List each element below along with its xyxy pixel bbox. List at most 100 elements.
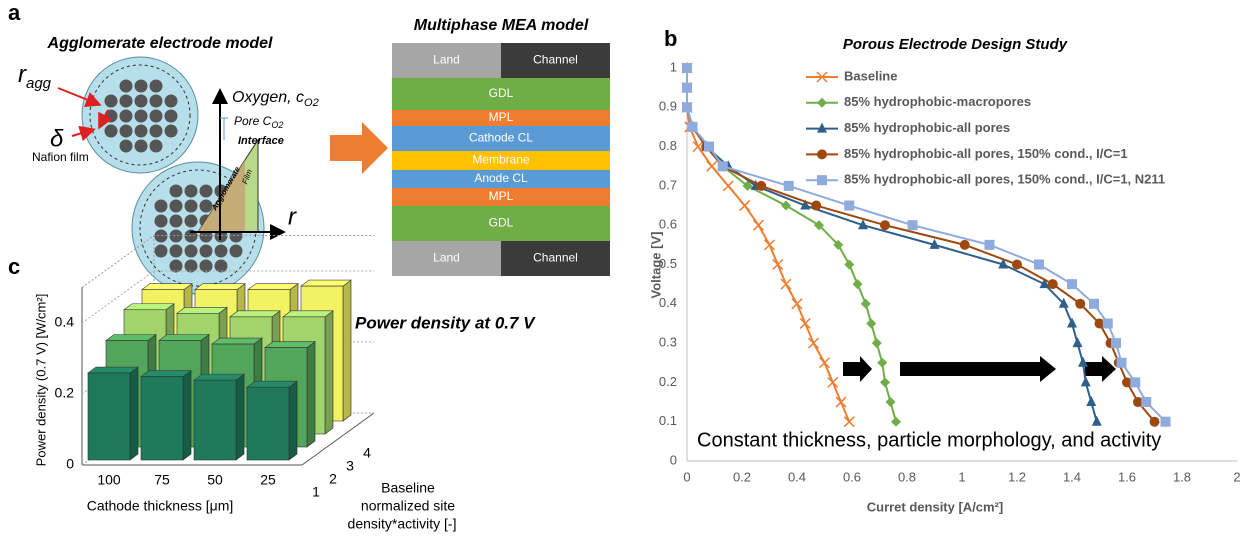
particle: [199, 259, 213, 273]
marker: [1067, 317, 1077, 328]
axis-line: [301, 412, 375, 466]
y-tick-label: 0.8: [659, 138, 677, 153]
particle: [119, 139, 133, 153]
x-tick-label: 0: [683, 469, 690, 484]
x-tick-label: 1.4: [1063, 469, 1081, 484]
particle: [134, 94, 148, 108]
particle: [164, 109, 178, 123]
y-tick-label: 4: [363, 445, 371, 461]
particle: [169, 214, 183, 228]
layer: [392, 78, 610, 110]
particle: [154, 214, 168, 228]
bar-top: [105, 334, 157, 341]
particle: [184, 199, 198, 213]
diagram-title: Agglomerate electrode model: [47, 35, 274, 52]
y-tick-label: 0.3: [659, 335, 677, 350]
marker: [814, 220, 824, 231]
bar-top: [211, 337, 263, 345]
marker: [866, 318, 877, 329]
particle: [199, 244, 213, 258]
bar-top: [87, 366, 139, 374]
y-axis-label: density*activity [-]: [348, 516, 457, 532]
y-axis-label: Voltage [V]: [648, 232, 663, 299]
layer-label: Channel: [533, 53, 578, 67]
x-tick-label: 1.2: [1008, 469, 1026, 484]
particle: [164, 124, 178, 138]
z-axis-label: Power density (0.7 V) [W/cm²]: [33, 294, 48, 467]
marker: [1039, 278, 1050, 289]
x-tick-label: 50: [207, 472, 223, 488]
subscript: O2: [304, 97, 319, 109]
legend-marker: [817, 122, 827, 133]
x-tick-label: 0.4: [788, 469, 806, 484]
marker: [1034, 259, 1044, 270]
legend-marker: [816, 71, 828, 83]
layer: [392, 126, 610, 151]
particle: [169, 244, 183, 258]
x-tick-label: 0.8: [898, 469, 916, 484]
particle: [184, 244, 198, 258]
legend-label: 85% hydrophobic-all pores, 150% cond., I…: [844, 146, 1128, 161]
symbol: δ: [50, 125, 64, 152]
z-tick-label: 0: [66, 456, 74, 472]
marker: [1078, 356, 1088, 367]
legend-label: 85% hydrophobic-all pores: [844, 120, 1010, 135]
x-tick-label: 100: [97, 472, 121, 488]
marker: [772, 258, 784, 271]
particle: [134, 109, 148, 123]
bar-top: [123, 303, 175, 311]
particle: [119, 79, 133, 93]
marker: [1047, 279, 1058, 290]
agglomerate-wedge: [198, 160, 245, 232]
bar-top: [264, 341, 316, 348]
marker: [891, 416, 901, 427]
layer: [392, 151, 610, 170]
annotation: Constant thickness, particle morphology,…: [697, 429, 1161, 451]
marker: [827, 376, 839, 388]
marker: [1075, 298, 1086, 309]
particle: [169, 199, 183, 213]
marker: [885, 397, 896, 408]
particle: [214, 244, 228, 258]
particle: [149, 79, 163, 93]
subscript: agg: [26, 75, 52, 92]
marker: [1116, 357, 1127, 368]
y-tick-label: 0.4: [659, 295, 677, 310]
label: Oxygen, c: [232, 89, 304, 106]
marker: [742, 180, 753, 191]
film-boundary: [89, 64, 191, 166]
marker: [907, 220, 918, 231]
arrow: [843, 356, 872, 382]
marker: [811, 200, 822, 211]
particle: [184, 214, 198, 228]
bar: [140, 376, 184, 461]
layer: [501, 241, 610, 276]
layer-label: Membrane: [472, 153, 530, 167]
particle: [169, 229, 183, 243]
bar-side: [182, 369, 192, 461]
symbol: ragg: [18, 61, 52, 92]
layer-label: Channel: [533, 251, 578, 265]
y-tick-label: 1: [670, 59, 677, 74]
y-tick-label: 0.9: [659, 99, 677, 114]
series-line: [686, 68, 851, 423]
z-tick-label: 0.4: [55, 314, 75, 330]
marker: [1133, 397, 1143, 408]
marker: [706, 160, 718, 172]
marker: [763, 239, 776, 251]
arrow: [900, 356, 1056, 382]
particle: [164, 94, 178, 108]
particle: [184, 259, 198, 273]
marker: [682, 82, 692, 93]
legend-marker: [817, 175, 827, 186]
z-tick-label: 0.2: [55, 385, 75, 401]
label: Oxygen, cO2: [232, 89, 319, 109]
marker: [1067, 279, 1077, 290]
marker: [1102, 318, 1113, 329]
x-tick-label: 1: [958, 469, 965, 484]
diagram-title: Multiphase MEA model: [414, 17, 589, 34]
particle: [229, 244, 243, 258]
bar: [193, 379, 237, 461]
x-axis-label: Curret density [A/cm²]: [867, 499, 1004, 514]
